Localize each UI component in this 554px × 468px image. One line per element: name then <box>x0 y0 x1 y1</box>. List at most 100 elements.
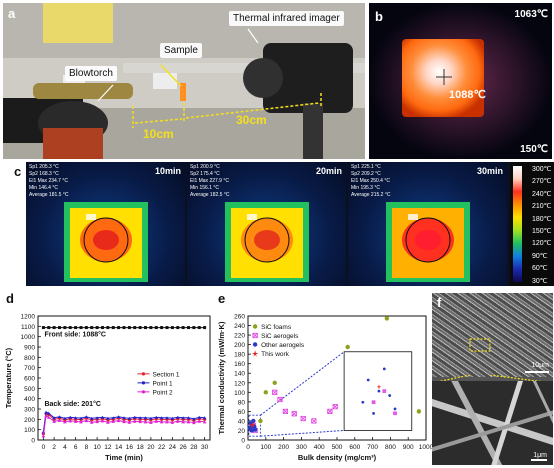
data-point <box>272 389 278 395</box>
x-tick-label: 400 <box>314 444 325 451</box>
panel-label-c: c <box>14 164 22 179</box>
y-tick-label: 20 <box>238 428 246 435</box>
data-point <box>202 420 207 424</box>
data-point <box>332 404 338 410</box>
min-temp-label: 150℃ <box>520 144 548 155</box>
data-point <box>58 326 61 330</box>
data-point <box>57 418 62 422</box>
legend-marker <box>141 390 146 394</box>
data-point <box>345 344 350 350</box>
y-axis-label: Thermal conductivity (mW/m·K) <box>217 321 226 434</box>
x-tick-label: 200 <box>278 444 289 451</box>
readout-row: Sp2 175.4 °C <box>190 171 220 177</box>
scale-tick-label: 300℃ <box>532 166 552 173</box>
sem-image-low-mag: f 10μm <box>432 293 553 377</box>
x-tick-label: 24 <box>169 444 177 451</box>
data-point <box>44 414 48 418</box>
data-point <box>73 416 78 420</box>
readout-row: Min 195.3 °C <box>351 185 380 191</box>
x-tick-label: 0 <box>246 444 250 451</box>
data-point <box>106 420 110 424</box>
data-point <box>79 326 83 330</box>
data-point <box>393 407 397 411</box>
panel-label-e: e <box>218 291 226 306</box>
data-point <box>371 400 376 405</box>
x-tick-label: 20 <box>147 444 155 451</box>
data-point <box>382 389 386 393</box>
data-point <box>154 419 159 423</box>
data-point <box>117 326 121 330</box>
data-point <box>197 419 202 423</box>
y-tick-label: 100 <box>24 427 35 434</box>
data-point <box>258 418 263 424</box>
data-point <box>116 415 121 419</box>
data-point <box>376 384 382 390</box>
readout-box: Sp1 225.1 °C Sp2 209.2 °C El1 Max 250.4 °C… <box>351 164 390 199</box>
data-point <box>159 420 164 424</box>
legend-label: Section 1 <box>152 371 179 378</box>
data-point <box>311 418 317 424</box>
data-point <box>377 389 381 393</box>
sem-image-high-mag: 1μm <box>432 381 553 465</box>
thermal-image <box>369 3 552 159</box>
data-point <box>181 416 185 420</box>
data-point <box>382 389 387 393</box>
y-tick-label: 500 <box>24 386 35 393</box>
y-tick-label: 800 <box>24 355 35 362</box>
data-point <box>132 415 137 419</box>
data-point <box>165 326 169 330</box>
x-tick-label: 26 <box>180 444 188 451</box>
x-tick-label: 900 <box>403 444 414 451</box>
conductivity-chart: 0 20 40 60 80 100 120 140 160 180 200 220 240 260 0 100… <box>217 314 432 463</box>
data-point <box>197 326 201 330</box>
scale-tick-label: 90℃ <box>532 252 548 260</box>
x-tick-label: 100 <box>260 444 271 451</box>
data-point <box>44 410 48 414</box>
legend-marker <box>141 381 146 385</box>
data-point <box>73 419 78 423</box>
max-temp-label: 1063℃ <box>514 9 548 20</box>
x-tick-label: 6 <box>74 444 78 451</box>
readout-row: El1 Max 250.4 °C <box>351 178 390 184</box>
data-point <box>63 420 67 424</box>
legend-label: Point 2 <box>152 389 173 396</box>
x-tick-label: 10 <box>94 444 102 451</box>
data-point <box>100 419 105 423</box>
scale-tick-label: 270℃ <box>532 178 552 186</box>
readout-box: Sp1 205.3 °C Sp2 168.3 °C El1 Max 234.7 °C… <box>29 164 68 199</box>
data-point <box>192 421 196 425</box>
data-point <box>111 419 116 423</box>
data-point <box>52 416 56 420</box>
data-point <box>90 326 94 330</box>
y-tick-label: 180 <box>234 352 245 359</box>
readout-row: El1 Max 234.7 °C <box>29 178 68 184</box>
data-point <box>138 326 142 330</box>
data-point <box>154 326 158 330</box>
legend-label: SiC foams <box>261 324 292 331</box>
data-point <box>327 408 333 414</box>
data-point <box>361 400 365 404</box>
data-point <box>41 326 45 330</box>
data-point <box>144 326 147 330</box>
data-point <box>52 419 56 423</box>
thermal-frame-1: Sp1 205.3 °C Sp2 168.3 °C El1 Max 234.7 °C… <box>26 162 185 286</box>
data-point <box>393 411 397 416</box>
data-point <box>251 350 259 357</box>
legend-label: Point 1 <box>152 380 173 387</box>
data-point <box>63 416 67 420</box>
data-point <box>382 367 386 371</box>
scale-tick-label: 150℃ <box>532 228 552 235</box>
x-tick-label: 1000 <box>419 444 432 451</box>
data-point <box>249 428 254 433</box>
data-point <box>143 420 148 424</box>
data-point <box>84 419 89 423</box>
data-point <box>111 416 116 420</box>
y-tick-label: 200 <box>24 417 35 424</box>
data-point <box>79 416 83 420</box>
data-point <box>371 400 376 404</box>
scale-tick-label: 180℃ <box>532 215 552 223</box>
y-tick-label: 40 <box>238 418 246 425</box>
thermal-frame-2: Sp1 200.9 °C Sp2 175.4 °C El1 Max 227.9 °C… <box>187 162 346 286</box>
data-point <box>133 326 137 330</box>
annotation-front-side: Front side: 1088°C <box>44 331 106 339</box>
